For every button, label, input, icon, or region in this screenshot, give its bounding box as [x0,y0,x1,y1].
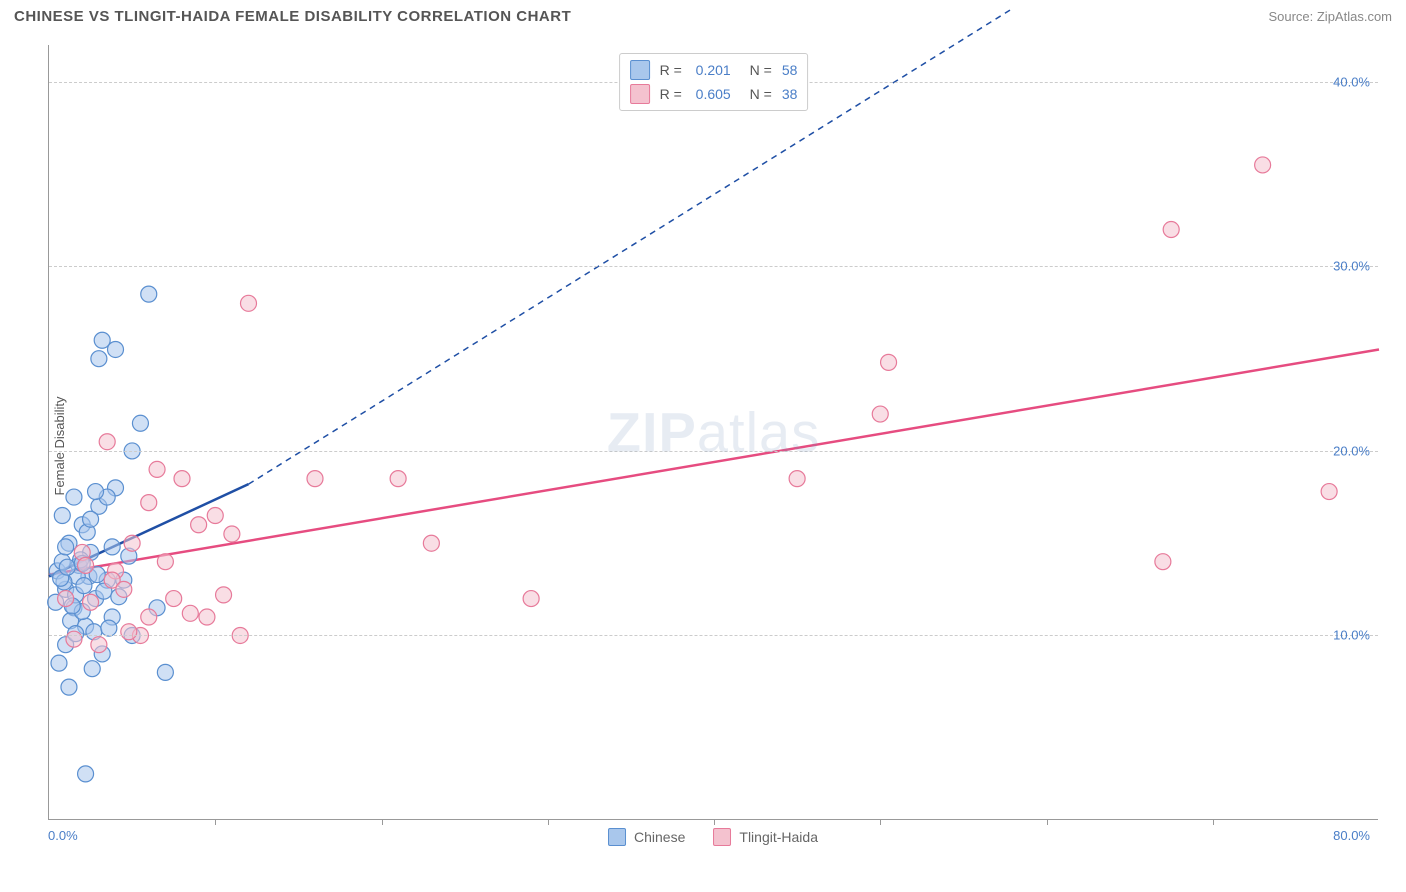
data-point [199,609,215,625]
data-point [216,587,232,603]
legend-item-chinese: Chinese [608,828,685,846]
data-point [241,295,257,311]
data-point [157,554,173,570]
x-tick [1213,819,1214,825]
header: CHINESE VS TLINGIT-HAIDA FEMALE DISABILI… [0,0,1406,35]
data-point [149,461,165,477]
data-point [83,594,99,610]
data-point [1163,222,1179,238]
swatch-chinese [630,60,650,80]
data-point [59,559,75,575]
data-point [76,578,92,594]
data-point [132,415,148,431]
swatch-tlingit [630,84,650,104]
plot-region: R = 0.201 N = 58 R = 0.605 N = 38 ZIPatl… [48,45,1378,820]
data-point [88,484,104,500]
data-point [58,591,74,607]
x-tick [215,819,216,825]
data-point [78,766,94,782]
x-min-label: 0.0% [48,828,78,843]
stats-row-chinese: R = 0.201 N = 58 [630,58,798,82]
data-point [83,511,99,527]
data-point [191,517,207,533]
data-point [101,620,117,636]
swatch-tlingit-icon [713,828,731,846]
data-point [157,664,173,680]
data-point [124,535,140,551]
scatter-svg [49,45,1379,820]
data-point [390,471,406,487]
gridline [49,451,1378,452]
data-point [141,286,157,302]
r-value-chinese: 0.201 [696,62,740,78]
data-point [108,341,124,357]
gridline [49,266,1378,267]
data-point [99,434,115,450]
chart-title: CHINESE VS TLINGIT-HAIDA FEMALE DISABILI… [14,8,571,25]
x-tick [548,819,549,825]
data-point [104,539,120,555]
data-point [54,508,70,524]
source-label: Source: ZipAtlas.com [1268,9,1392,24]
y-tick-label: 30.0% [1333,259,1370,274]
y-tick-label: 20.0% [1333,443,1370,458]
data-point [872,406,888,422]
legend-item-tlingit: Tlingit-Haida [713,828,818,846]
data-point [116,581,132,597]
data-point [523,591,539,607]
chart-area: R = 0.201 N = 58 R = 0.605 N = 38 ZIPatl… [48,45,1378,820]
data-point [1321,484,1337,500]
n-value-tlingit: 38 [782,86,798,102]
bottom-legend: Chinese Tlingit-Haida [608,828,818,846]
x-tick [382,819,383,825]
data-point [84,661,100,677]
data-point [141,609,157,625]
data-point [61,679,77,695]
legend-label-chinese: Chinese [634,829,685,845]
data-point [307,471,323,487]
y-tick-label: 10.0% [1333,628,1370,643]
data-point [141,495,157,511]
y-tick-label: 40.0% [1333,74,1370,89]
n-value-chinese: 58 [782,62,798,78]
r-value-tlingit: 0.605 [696,86,740,102]
x-axis: 0.0% Chinese Tlingit-Haida 80.0% [48,828,1378,858]
swatch-chinese-icon [608,828,626,846]
data-point [207,508,223,524]
data-point [51,655,67,671]
stats-row-tlingit: R = 0.605 N = 38 [630,82,798,106]
x-tick [1047,819,1048,825]
data-point [66,489,82,505]
data-point [423,535,439,551]
stats-legend: R = 0.201 N = 58 R = 0.605 N = 38 [619,53,809,111]
data-point [78,557,94,573]
data-point [166,591,182,607]
data-point [182,605,198,621]
data-point [66,631,82,647]
data-point [121,624,137,640]
x-tick [714,819,715,825]
data-point [1255,157,1271,173]
data-point [224,526,240,542]
data-point [91,637,107,653]
data-point [1155,554,1171,570]
x-max-label: 80.0% [1333,828,1370,843]
gridline [49,635,1378,636]
data-point [881,354,897,370]
x-tick [880,819,881,825]
legend-label-tlingit: Tlingit-Haida [739,829,818,845]
data-point [58,539,74,555]
data-point [91,351,107,367]
data-point [789,471,805,487]
data-point [174,471,190,487]
